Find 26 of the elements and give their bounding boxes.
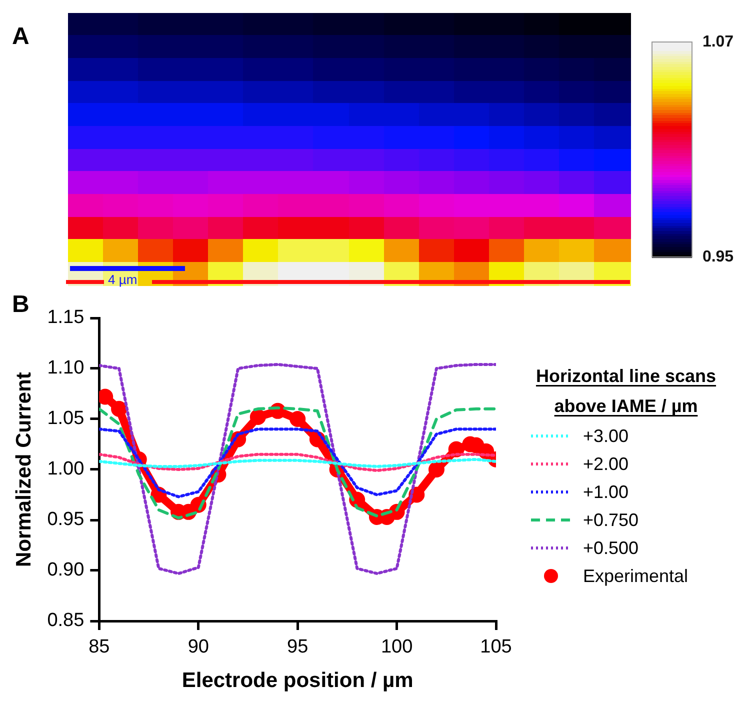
chart-title: B [12,291,30,318]
annotation: 4 µm [108,272,138,287]
legend-label: +1.00 [583,482,629,502]
legend-label: +3.00 [583,426,629,446]
y-tick-label: 0.90 [47,560,84,581]
y-tick-label: 1.10 [47,358,84,379]
y-tick-label: 1.00 [47,458,84,480]
legend-label: +0.750 [583,510,639,530]
legend-label: +0.500 [583,538,639,558]
legend-label: +2.00 [583,454,629,474]
legend-title: Horizontal line scans above IAME / µm [536,366,716,416]
y-tick-label: 0.85 [47,610,84,632]
x-axis-title: Electrode position / µm [182,669,414,692]
chart-title: A [12,23,30,50]
y-tick-label: 1.15 [47,307,84,328]
x-tick-label: 105 [480,636,512,658]
x-tick-label: 95 [287,636,308,658]
x-tick-label: 85 [88,636,110,658]
y-tick-label: 0.95 [47,509,84,530]
color-bar-label: 1.07 [702,33,734,50]
y-tick-label: 1.05 [47,408,84,430]
color-bar-label: 0.95 [702,248,734,266]
x-tick-label: 100 [380,636,413,658]
legend-label: Experimental [583,566,688,586]
x-tick-label: 90 [188,636,209,658]
y-axis-title: Normalized Current [12,372,36,567]
